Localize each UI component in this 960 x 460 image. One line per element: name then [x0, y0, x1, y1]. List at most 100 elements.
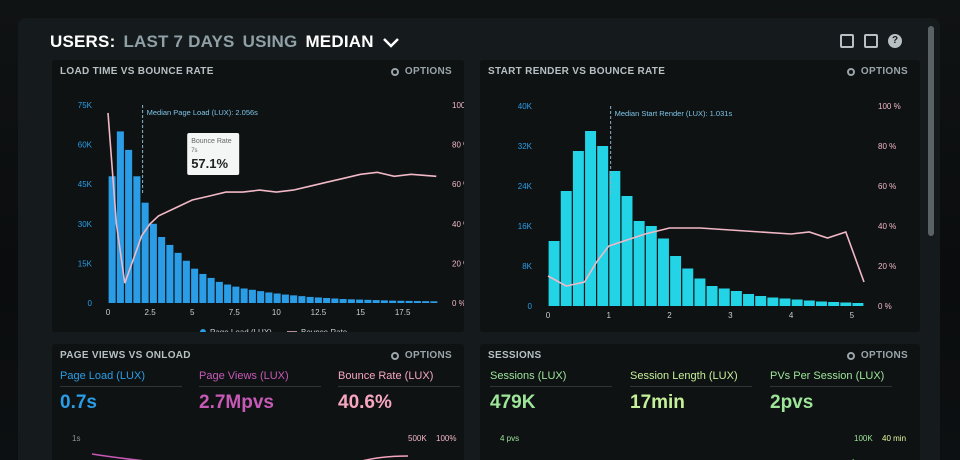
- bar: [852, 303, 864, 306]
- kpi-sessions-label: Sessions (LUX): [490, 370, 567, 382]
- bar: [125, 149, 133, 303]
- dashboard-title[interactable]: USERS: LAST 7 DAYS USING MEDIAN: [50, 30, 400, 54]
- bar: [364, 299, 372, 303]
- axis-right-top: 500K: [408, 434, 427, 443]
- options-label: OPTIONS: [860, 350, 908, 361]
- legend-dot: [200, 329, 206, 332]
- divider: [338, 386, 460, 387]
- x-tick: 15: [356, 308, 365, 317]
- axis-left-top: 4 pvs: [500, 434, 520, 443]
- bar: [840, 302, 852, 306]
- y-right-tick: 80 %: [878, 142, 896, 151]
- bar: [108, 176, 116, 303]
- kpi-pvs-value: 2pvs: [770, 392, 814, 413]
- bar: [281, 294, 289, 303]
- x-tick: 4: [789, 311, 794, 320]
- monitor-icon[interactable]: [840, 34, 854, 48]
- tooltip-sub: 7s: [191, 148, 197, 154]
- x-tick: 0: [546, 311, 551, 320]
- y-right-tick: 0 %: [878, 302, 892, 311]
- bar: [314, 297, 322, 303]
- page-views-panel: PAGE VIEWS VS ONLOAD OPTIONS Page Load (…: [52, 344, 464, 460]
- bar: [372, 300, 380, 303]
- start-render-chart: 0 8K 16K 24K 32K 40K 0 % 20 % 40 % 60 % 80 % 100 % 0…: [518, 102, 901, 332]
- bar: [232, 286, 240, 303]
- page-views-line: [91, 453, 144, 460]
- bar: [597, 146, 609, 306]
- bar: [791, 299, 803, 306]
- bar: [347, 299, 355, 303]
- x-tick: 3: [728, 311, 733, 320]
- title-using: USING: [242, 32, 298, 51]
- y-left-tick: 45K: [78, 180, 93, 189]
- bar: [207, 277, 215, 303]
- title-median: MEDIAN: [305, 32, 374, 51]
- divider: [630, 386, 752, 387]
- bar: [743, 294, 755, 306]
- bounce-rate-line: [363, 455, 409, 460]
- bar: [633, 221, 645, 306]
- panel-title: START RENDER VS BOUNCE RATE: [488, 66, 666, 77]
- y-right-tick: 80 %: [452, 141, 464, 150]
- median-label: Median Start Render (LUX): 1.031s: [615, 109, 733, 118]
- x-tick: 2.5: [145, 308, 157, 317]
- x-tick: 2: [667, 311, 672, 320]
- chevron-down-icon[interactable]: [382, 37, 400, 49]
- options-button[interactable]: OPTIONS: [390, 66, 452, 77]
- kpi-sessions-value: 479K: [490, 392, 536, 413]
- bounce-rate-line: [107, 112, 437, 284]
- bar: [572, 151, 584, 306]
- bar: [323, 297, 331, 303]
- kpi-session-length-value: 17min: [630, 392, 685, 413]
- share-icon[interactable]: [864, 34, 878, 48]
- bar: [166, 244, 174, 303]
- y-right-tick: 20 %: [878, 262, 896, 271]
- bar: [779, 298, 791, 306]
- y-right-tick: 60 %: [878, 182, 896, 191]
- axis-right-top: 100K: [854, 434, 873, 443]
- bar: [815, 301, 827, 306]
- bar: [803, 300, 815, 306]
- y-right-tick: 40 %: [878, 222, 896, 231]
- legend-bar-label: Start Render (LUX): [643, 331, 712, 332]
- kpi-bounce-rate-value: 40.6%: [338, 392, 392, 413]
- bar: [694, 278, 706, 306]
- bar: [174, 252, 182, 303]
- start-render-panel: START RENDER VS BOUNCE RATE OPTIONS 0 8K 1…: [480, 60, 920, 332]
- divider: [490, 386, 612, 387]
- bar: [248, 289, 256, 303]
- x-tick: 10: [272, 308, 281, 317]
- bar: [548, 241, 560, 306]
- y-right-tick: 40 %: [452, 220, 464, 229]
- y-right-tick: 20 %: [452, 259, 464, 268]
- gear-icon: [390, 67, 399, 76]
- bar: [621, 196, 633, 306]
- scrollbar[interactable]: [928, 26, 934, 236]
- y-left-tick: 0: [528, 302, 533, 311]
- gear-icon: [390, 351, 399, 360]
- help-icon[interactable]: ?: [888, 34, 902, 48]
- bar: [389, 300, 397, 303]
- bar: [828, 302, 840, 306]
- kpi-bounce-rate-label: Bounce Rate (LUX): [338, 370, 434, 382]
- bar: [331, 298, 339, 303]
- options-label: OPTIONS: [404, 350, 452, 361]
- options-button[interactable]: OPTIONS: [846, 350, 908, 361]
- kpi-page-load-label: Page Load (LUX): [60, 370, 145, 382]
- bar: [706, 286, 718, 306]
- gear-icon: [846, 351, 855, 360]
- y-left-tick: 0: [88, 299, 93, 308]
- bar: [413, 301, 421, 303]
- x-tick: 12.5: [311, 308, 327, 317]
- kpi-page-views-value: 2.7Mpvs: [199, 392, 274, 413]
- load-time-panel: LOAD TIME VS BOUNCE RATE OPTIONS 0 15K 30K…: [52, 60, 464, 332]
- bar: [422, 301, 430, 303]
- options-button[interactable]: OPTIONS: [846, 66, 908, 77]
- legend-bar-label: Page Load (LUX): [210, 328, 272, 332]
- bar: [356, 299, 364, 303]
- bar: [657, 238, 669, 306]
- median-label: Median Page Load (LUX): 2.056s: [147, 108, 259, 117]
- options-label: OPTIONS: [404, 66, 452, 77]
- bar: [380, 300, 388, 303]
- options-button[interactable]: OPTIONS: [390, 350, 452, 361]
